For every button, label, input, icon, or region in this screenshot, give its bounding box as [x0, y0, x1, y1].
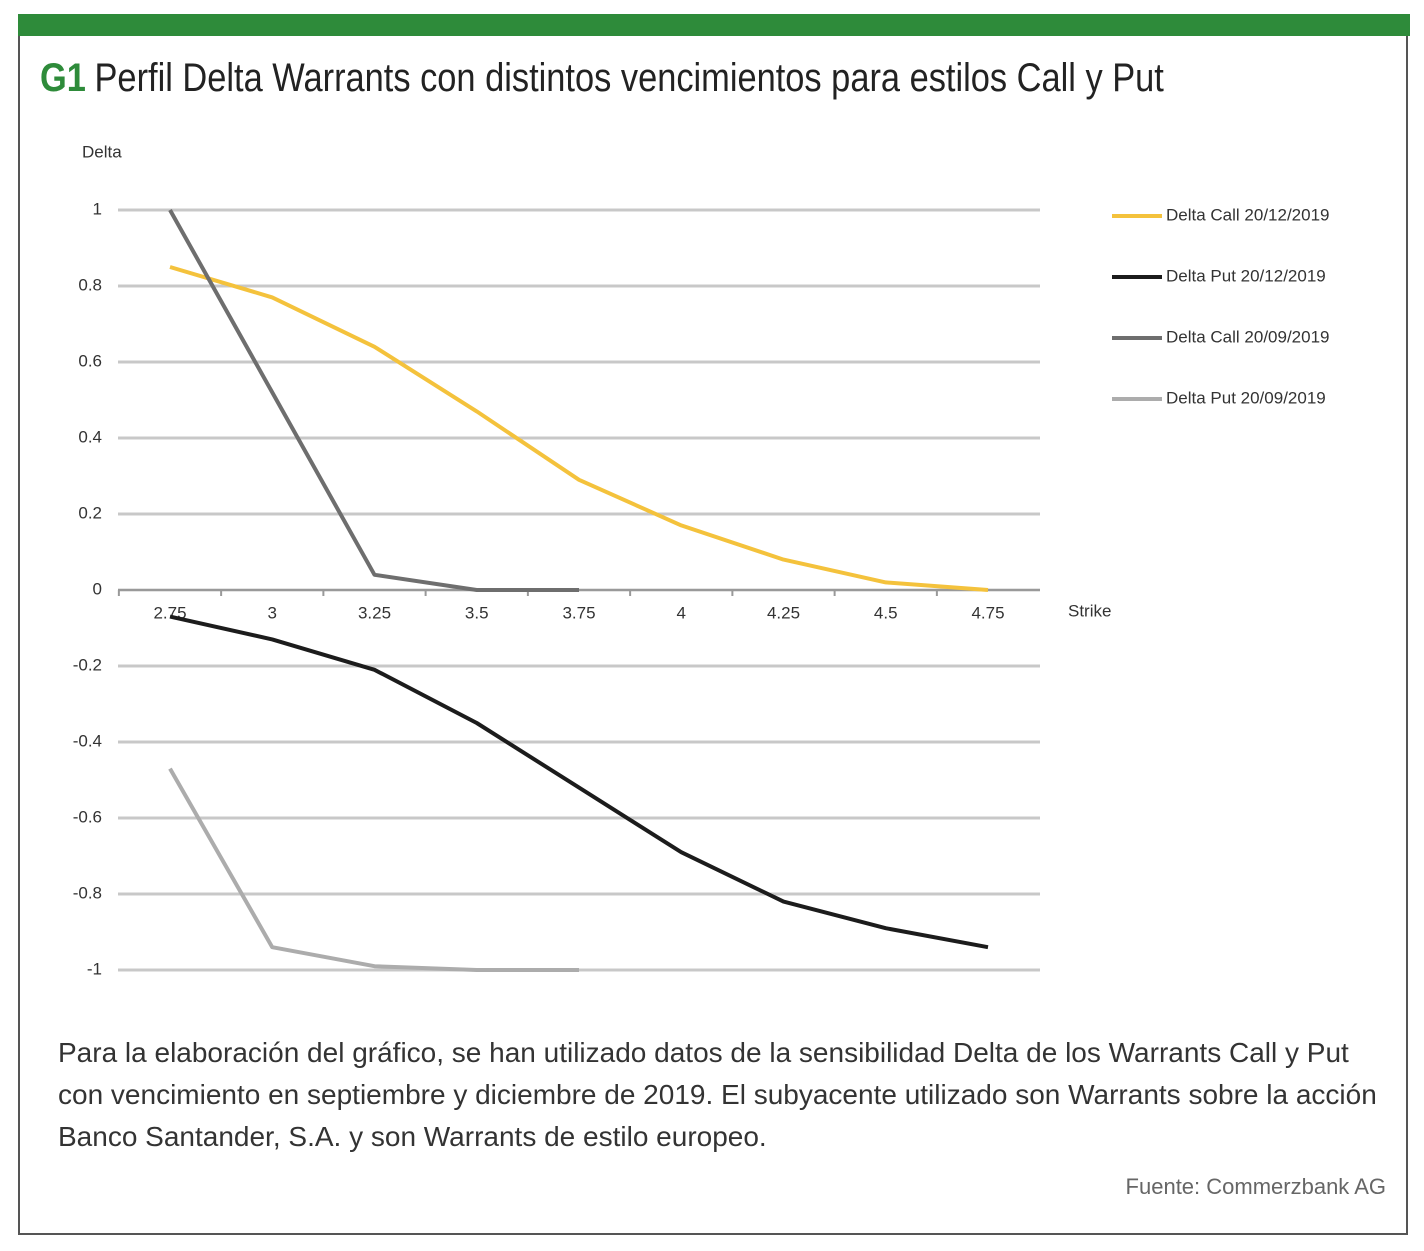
y-tick-label: 0.8 — [78, 275, 102, 294]
title: G1 Perfil Delta Warrants con distintos ve… — [40, 56, 1164, 101]
y-tick-label: 0.2 — [78, 503, 102, 522]
y-tick-label: 0.4 — [78, 427, 102, 446]
series-line — [169, 614, 989, 950]
chart: Delta Strike 1 0.8 0.6 0.4 0.2 0 -0.2 -0.4 -0.6 -… — [73, 142, 1330, 978]
x-tick-label: 3.75 — [562, 603, 595, 622]
figure-code: G1 — [40, 56, 86, 100]
y-tick-label: -0.2 — [73, 655, 102, 674]
y-tick-label: -0.8 — [73, 883, 102, 902]
x-tick-label: 3.25 — [358, 603, 391, 622]
legend-label: Delta Put 20/09/2019 — [1166, 388, 1326, 407]
x-axis-label: Strike — [1068, 601, 1111, 620]
y-tick-label: 0.6 — [78, 351, 102, 370]
header-bar — [18, 14, 1410, 36]
series-line — [169, 265, 989, 592]
y-axis-label: Delta — [82, 142, 122, 161]
x-tick-label: 4.5 — [874, 603, 898, 622]
series-line — [168, 209, 579, 592]
y-tick-label: 1 — [93, 199, 102, 218]
description: Para la elaboración del gráfico, se han … — [58, 1037, 1377, 1152]
x-tick-label: 4.75 — [971, 603, 1004, 622]
x-tick-label: 4 — [677, 603, 686, 622]
series-line — [168, 767, 579, 972]
x-tick-label: 3 — [268, 603, 277, 622]
legend-label: Delta Call 20/09/2019 — [1166, 327, 1330, 346]
y-tick-label: -1 — [87, 959, 102, 978]
y-tick-label: 0 — [93, 579, 102, 598]
x-tick-label: 4.25 — [767, 603, 800, 622]
source: Fuente: Commerzbank AG — [1125, 1174, 1386, 1199]
x-tick-label: 3.5 — [465, 603, 489, 622]
legend-label: Delta Put 20/12/2019 — [1166, 266, 1326, 285]
legend-label: Delta Call 20/12/2019 — [1166, 205, 1330, 224]
y-tick-label: -0.6 — [73, 807, 102, 826]
y-tick-label: -0.4 — [73, 731, 102, 750]
chart-title: Perfil Delta Warrants con distintos venc… — [94, 56, 1164, 100]
